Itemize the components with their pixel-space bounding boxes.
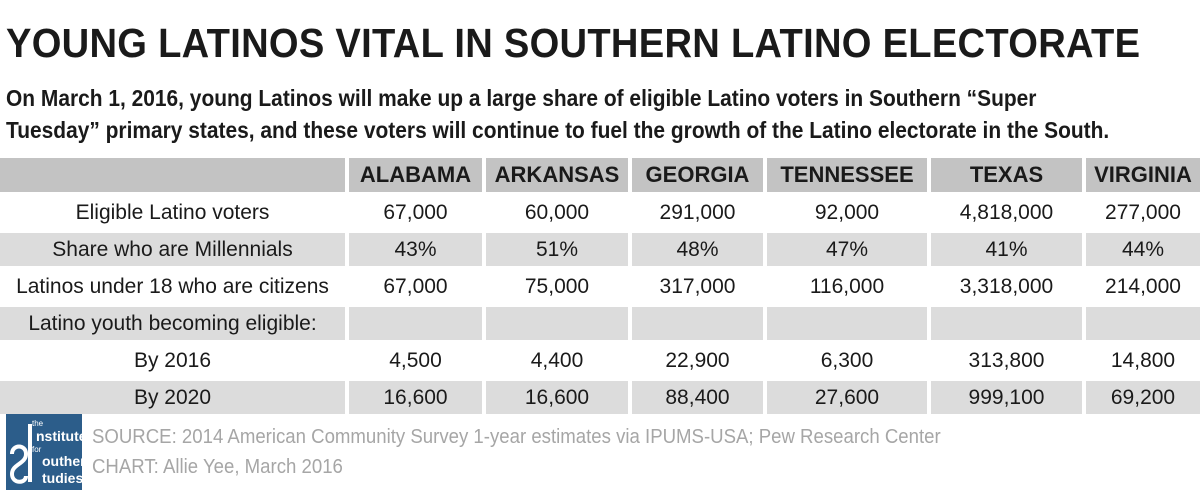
table-cell: 47% <box>763 233 927 266</box>
column-header: VIRGINIA <box>1082 158 1200 192</box>
table-cell: 116,000 <box>763 270 927 303</box>
table-cell: 4,400 <box>482 344 628 377</box>
table-cell: 60,000 <box>482 196 628 229</box>
row-label: By 2016 <box>133 348 212 372</box>
table-cell <box>628 307 763 340</box>
row-label: Eligible Latino voters <box>75 200 270 224</box>
table-cell <box>927 307 1082 340</box>
table-cell <box>763 307 927 340</box>
table-cell <box>345 307 482 340</box>
logo-text: outhern <box>42 453 95 469</box>
table-cell: 88,400 <box>628 381 763 414</box>
table-row: Latinos under 18 who are citizens 67,000… <box>0 270 1200 303</box>
table-row: Share who are Millennials 43% 51% 48% 47… <box>0 233 1200 266</box>
data-table: ALABAMA ARKANSAS GEORGIA TENNESSEE TEXAS… <box>0 154 1200 418</box>
table-cell: 67,000 <box>345 196 482 229</box>
table-cell: 3,318,000 <box>927 270 1082 303</box>
institute-logo-mark-icon <box>6 414 82 490</box>
table-cell: 291,000 <box>628 196 763 229</box>
table-cell: 75,000 <box>482 270 628 303</box>
credit-text: CHART: Allie Yee, March 2016 <box>92 456 343 478</box>
table-cell: 44% <box>1082 233 1200 266</box>
table-row: Latino youth becoming eligible: <box>0 307 1200 340</box>
table-cell: 214,000 <box>1082 270 1200 303</box>
table-cell: 313,800 <box>927 344 1082 377</box>
table-cell: 277,000 <box>1082 196 1200 229</box>
chart-subtitle: On March 1, 2016, young Latinos will mak… <box>6 85 1110 143</box>
table-row: By 2016 4,500 4,400 22,900 6,300 313,800… <box>0 344 1200 377</box>
source-text: SOURCE: 2014 American Community Survey 1… <box>92 426 941 448</box>
table-header-row: ALABAMA ARKANSAS GEORGIA TENNESSEE TEXAS… <box>0 158 1200 192</box>
column-header: TEXAS <box>927 158 1082 192</box>
table-row: By 2020 16,600 16,600 88,400 27,600 999,… <box>0 381 1200 414</box>
table-cell: 6,300 <box>763 344 927 377</box>
header-blank-cell <box>0 158 345 192</box>
table-cell: 51% <box>482 233 628 266</box>
institute-logo: the nstitute for outhern tudies <box>6 414 94 490</box>
table-cell: 14,800 <box>1082 344 1200 377</box>
table-cell: 41% <box>927 233 1082 266</box>
row-label: Share who are Millennials <box>0 233 345 266</box>
column-header: ARKANSAS <box>482 158 628 192</box>
table-cell: 16,600 <box>345 381 482 414</box>
logo-text: nstitute <box>36 428 87 444</box>
logo-text: tudies <box>42 470 84 486</box>
column-header: GEORGIA <box>628 158 763 192</box>
table-cell: 43% <box>345 233 482 266</box>
row-label: Latino youth becoming eligible: <box>0 307 345 340</box>
source-note: SOURCE: 2014 American Community Survey 1… <box>92 422 941 482</box>
table-cell <box>1082 307 1200 340</box>
logo-text: for <box>32 445 42 454</box>
table-cell: 48% <box>628 233 763 266</box>
column-header: ALABAMA <box>345 158 482 192</box>
table-row: Eligible Latino voters 67,000 60,000 291… <box>0 196 1200 229</box>
table-cell: 67,000 <box>345 270 482 303</box>
table-cell: 27,600 <box>763 381 927 414</box>
logo-text: the <box>32 419 44 428</box>
table-cell: 22,900 <box>628 344 763 377</box>
row-label: Latinos under 18 who are citizens <box>16 274 329 298</box>
table-cell: 92,000 <box>763 196 927 229</box>
table-cell: 4,818,000 <box>927 196 1082 229</box>
column-header: TENNESSEE <box>763 158 927 192</box>
table-cell <box>482 307 628 340</box>
table-cell: 16,600 <box>482 381 628 414</box>
table-cell: 4,500 <box>345 344 482 377</box>
table-cell: 317,000 <box>628 270 763 303</box>
row-label: By 2020 <box>0 381 345 414</box>
chart-title: YOUNG LATINOS VITAL IN SOUTHERN LATINO E… <box>6 20 1141 66</box>
table-cell: 69,200 <box>1082 381 1200 414</box>
table-cell: 999,100 <box>927 381 1082 414</box>
